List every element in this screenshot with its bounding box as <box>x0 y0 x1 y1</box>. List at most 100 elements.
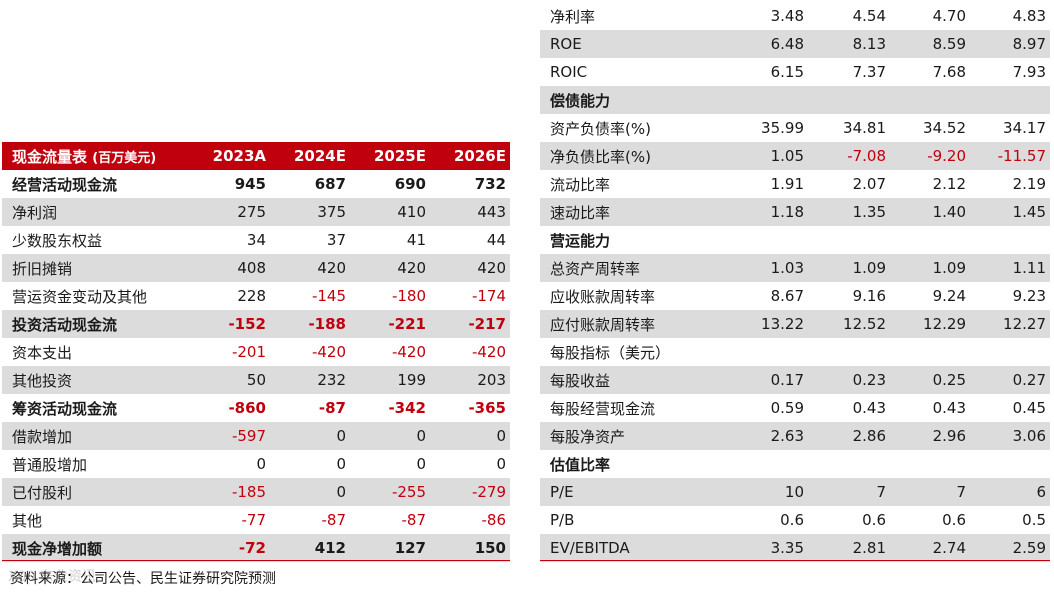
cell-value: 3.35 <box>770 539 804 557</box>
table-header: 现金流量表 (百万美元) 2023A 2024E 2025E 2026E <box>2 142 510 170</box>
cell-value: 0.23 <box>852 371 886 389</box>
table-row: 总资产周转率 1.03 1.09 1.09 1.11 <box>540 254 1050 282</box>
row-label: 偿债能力 <box>550 91 611 110</box>
cell-value: 0.5 <box>1022 511 1046 529</box>
cell-value: 6 <box>1036 483 1046 501</box>
cell-value: 420 <box>397 259 426 277</box>
cell-value: 443 <box>477 203 506 221</box>
row-label: P/B <box>550 511 575 529</box>
cell-value: 7 <box>956 483 966 501</box>
cell-value: 34.52 <box>923 119 966 137</box>
cell-value: -420 <box>311 343 346 361</box>
row-label: 总资产周转率 <box>550 259 641 278</box>
cell-value: -145 <box>311 287 346 305</box>
table-row: 经营活动现金流 945 687 690 732 <box>2 170 510 198</box>
table-bottom-rule <box>540 560 1050 561</box>
cell-value: 687 <box>314 175 346 193</box>
cell-value: 6.15 <box>770 63 804 81</box>
cell-value: -597 <box>231 427 266 445</box>
cell-value: -188 <box>308 315 346 333</box>
table-row: 营运能力 <box>540 226 1050 254</box>
row-label: 投资活动现金流 <box>12 315 118 334</box>
cell-value: 0.45 <box>1012 399 1046 417</box>
row-label: ROE <box>550 35 582 53</box>
cell-value: -279 <box>471 483 506 501</box>
cell-value: -217 <box>468 315 506 333</box>
table-row: 投资活动现金流 -152 -188 -221 -217 <box>2 310 510 338</box>
table-row: 每股净资产 2.63 2.86 2.96 3.06 <box>540 422 1050 450</box>
cell-value: 1.18 <box>770 203 804 221</box>
cell-value: 2.74 <box>932 539 966 557</box>
cell-value: 0 <box>416 427 426 445</box>
cell-value: 9.16 <box>852 287 886 305</box>
table-row: 筹资活动现金流 -860 -87 -342 -365 <box>2 394 510 422</box>
row-label: EV/EBITDA <box>550 539 630 557</box>
table-row: P/E 10 7 7 6 <box>540 478 1050 506</box>
header-year: 2024E <box>294 147 346 165</box>
row-label: 经营活动现金流 <box>12 175 118 194</box>
cell-value: 12.52 <box>843 315 886 333</box>
table-row: 每股经营现金流 0.59 0.43 0.43 0.45 <box>540 394 1050 422</box>
cell-value: 1.91 <box>770 175 804 193</box>
cell-value: 0 <box>416 455 426 473</box>
cell-value: 690 <box>394 175 426 193</box>
table-row: 每股指标（美元） <box>540 338 1050 366</box>
table-row: 已付股利 -185 0 -255 -279 <box>2 478 510 506</box>
cell-value: -72 <box>238 539 266 557</box>
cell-value: 35.99 <box>761 119 804 137</box>
cell-value: 4.54 <box>852 7 886 25</box>
table-row: 应付账款周转率 13.22 12.52 12.29 12.27 <box>540 310 1050 338</box>
cell-value: 732 <box>474 175 506 193</box>
cell-value: 0.6 <box>780 511 804 529</box>
table-row: 资产负债率(%) 35.99 34.81 34.52 34.17 <box>540 114 1050 142</box>
cell-value: -9.20 <box>927 147 966 165</box>
row-label: P/E <box>550 483 574 501</box>
cell-value: 4.70 <box>932 7 966 25</box>
cell-value: -420 <box>391 343 426 361</box>
cell-value: 945 <box>234 175 266 193</box>
row-label: 速动比率 <box>550 203 611 222</box>
table-row: 偿债能力 <box>540 86 1050 114</box>
cell-value: 408 <box>237 259 266 277</box>
cell-value: 41 <box>406 231 426 249</box>
row-label: 其他投资 <box>12 371 73 390</box>
table-row: 少数股东权益 34 37 41 44 <box>2 226 510 254</box>
row-label: 营运能力 <box>550 231 611 250</box>
cell-value: 0.43 <box>852 399 886 417</box>
cell-value: 7.68 <box>932 63 966 81</box>
cell-value: 199 <box>397 371 426 389</box>
cell-value: -342 <box>388 399 426 417</box>
cell-value: 2.59 <box>1012 539 1046 557</box>
table-row: 普通股增加 0 0 0 0 <box>2 450 510 478</box>
table-row: P/B 0.6 0.6 0.6 0.5 <box>540 506 1050 534</box>
cell-value: 7.93 <box>1012 63 1046 81</box>
cell-value: 410 <box>397 203 426 221</box>
table-row: ROE 6.48 8.13 8.59 8.97 <box>540 30 1050 58</box>
cell-value: -365 <box>468 399 506 417</box>
cell-value: 7 <box>876 483 886 501</box>
cell-value: 420 <box>477 259 506 277</box>
source-note: 资料来源：公司公告、民生证券研究院预测 <box>10 571 276 587</box>
cell-value: 12.29 <box>923 315 966 333</box>
cell-value: 0.27 <box>1012 371 1046 389</box>
cell-value: -185 <box>231 483 266 501</box>
row-label: 营运资金变动及其他 <box>12 287 148 306</box>
row-label: 应付账款周转率 <box>550 315 656 334</box>
cell-value: 1.40 <box>932 203 966 221</box>
header-year: 2023A <box>212 147 266 165</box>
cell-value: 9.23 <box>1012 287 1046 305</box>
cell-value: -420 <box>471 343 506 361</box>
cell-value: 228 <box>237 287 266 305</box>
cell-value: 34.17 <box>1003 119 1046 137</box>
cell-value: -221 <box>388 315 426 333</box>
cell-value: 12.27 <box>1003 315 1046 333</box>
cell-value: 2.63 <box>770 427 804 445</box>
table-row: ROIC 6.15 7.37 7.68 7.93 <box>540 58 1050 86</box>
row-label: 估值比率 <box>550 455 611 474</box>
cell-value: -87 <box>401 511 427 529</box>
cell-value: 1.03 <box>770 259 804 277</box>
cell-value: 2.96 <box>932 427 966 445</box>
cell-value: -86 <box>481 511 507 529</box>
cell-value: 0.43 <box>932 399 966 417</box>
cell-value: 2.86 <box>852 427 886 445</box>
